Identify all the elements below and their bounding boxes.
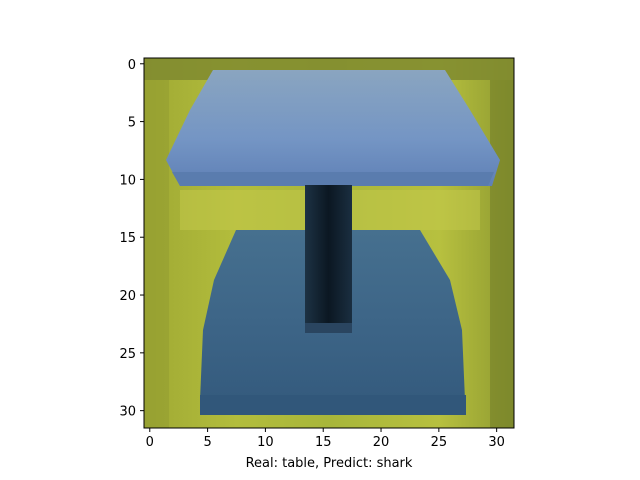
y-tick-label: 0 bbox=[128, 58, 136, 73]
y-tick-label: 10 bbox=[119, 173, 136, 188]
x-tick-label: 20 bbox=[373, 435, 390, 450]
image-area bbox=[144, 58, 514, 428]
tabletop-rim bbox=[172, 172, 494, 186]
x-tick-label: 0 bbox=[146, 435, 154, 450]
x-axis: 0 5 10 15 20 25 30 bbox=[146, 428, 505, 450]
y-tick-label: 5 bbox=[128, 116, 136, 131]
x-tick-label: 25 bbox=[431, 435, 448, 450]
y-tick-label: 25 bbox=[119, 347, 136, 362]
axes-frame bbox=[143, 57, 515, 429]
y-axis: 0 5 10 15 20 25 30 bbox=[119, 58, 144, 420]
table-leg bbox=[305, 185, 352, 323]
y-tick-label: 20 bbox=[119, 289, 136, 304]
x-axis-label: Real: table, Predict: shark bbox=[246, 456, 413, 471]
tabletop bbox=[166, 70, 500, 186]
x-tick-label: 5 bbox=[203, 435, 211, 450]
y-tick-label: 15 bbox=[119, 231, 136, 246]
x-tick-label: 10 bbox=[257, 435, 274, 450]
x-tick-label: 15 bbox=[315, 435, 332, 450]
y-tick-label: 30 bbox=[119, 405, 136, 420]
x-tick-label: 30 bbox=[488, 435, 505, 450]
